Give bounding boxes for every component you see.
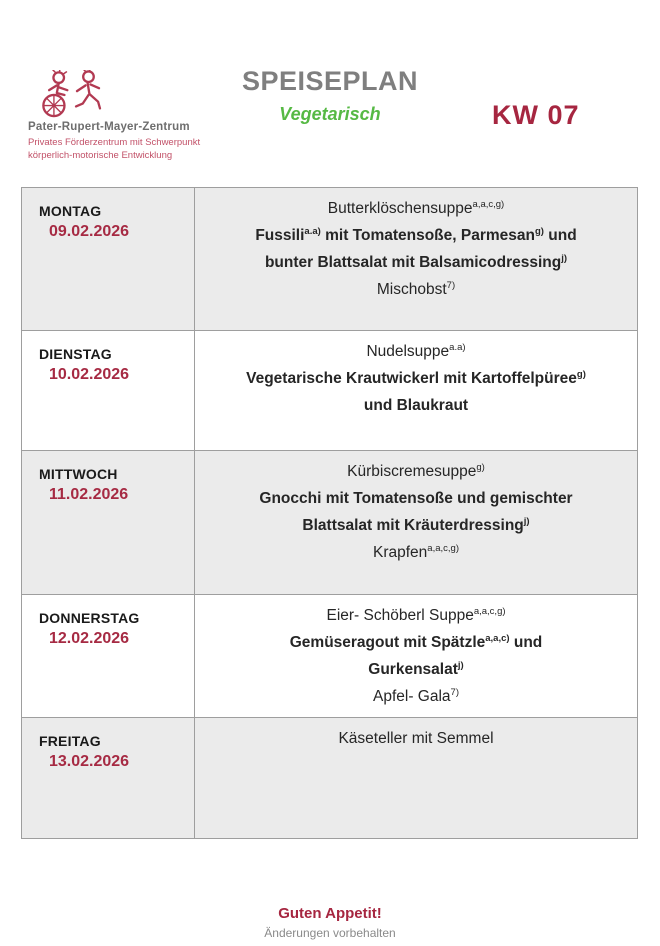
dishes-cell: Butterklöschensuppea,a,c,g) Fussilia.a) m… — [194, 187, 638, 331]
dish-line: Kürbiscremesuppeg) — [347, 461, 485, 480]
dish-line: Käseteller mit Semmel — [338, 730, 494, 747]
day-date: 13.02.2026 — [49, 753, 130, 770]
dish-line: Gnocchi mit Tomatensoße und gemischter — [259, 490, 573, 507]
dish-line: und Blaukraut — [363, 397, 469, 414]
allergen-superscript: a,a,c,g) — [473, 605, 506, 617]
allergen-superscript: a.a) — [449, 341, 466, 353]
day-date: 12.02.2026 — [49, 630, 130, 647]
allergen-superscript: a,a,c,g) — [472, 198, 505, 210]
day-cell: MITTWOCH 11.02.2026 — [21, 450, 195, 595]
dish-line: Eier- Schöberl Suppea,a,c,g) — [326, 605, 506, 624]
day-date: 09.02.2026 — [49, 223, 130, 240]
day-date: 11.02.2026 — [49, 486, 129, 503]
org-name: Pater-Rupert-Mayer-Zentrum — [28, 121, 190, 133]
children-logo-icon — [42, 70, 102, 118]
allergen-superscript: j) — [561, 252, 568, 264]
day-name: DIENSTAG — [39, 346, 112, 362]
dish-line: Nudelsuppea.a) — [366, 341, 466, 360]
dish-line: Butterklöschensuppea,a,c,g) — [327, 198, 505, 217]
menu-row: MITTWOCH 11.02.2026 Kürbiscremesuppeg) Gnoc… — [21, 450, 638, 595]
allergen-superscript: a.a) — [304, 225, 321, 237]
dish-line: Gurkensalatj) — [368, 659, 464, 678]
footer-message: Guten Appetit! — [278, 905, 382, 922]
org-tagline-line2: körperlich-motorische Entwicklung — [28, 149, 173, 161]
dish-line: bunter Blattsalat mit Balsamicodressingj… — [264, 252, 568, 271]
org-tagline-line1: Privates Förderzentrum mit Schwerpunkt — [28, 137, 201, 148]
allergen-superscript: g) — [535, 225, 544, 237]
dish-line: Krapfena,a,c,g) — [373, 542, 459, 561]
day-name: FREITAG — [39, 733, 101, 749]
menu-table-body: MONTAG 09.02.2026 Butterklöschensuppea,a,c… — [21, 187, 638, 839]
menu-row: FREITAG 13.02.2026 Käseteller mit Semmel — [21, 717, 638, 839]
allergen-superscript: 7) — [446, 279, 456, 291]
dishes-cell: Käseteller mit Semmel — [194, 717, 638, 839]
day-cell: DONNERSTAG 12.02.2026 — [21, 594, 195, 718]
allergen-superscript: a,a,c,g) — [427, 542, 459, 554]
dish-line: Gemüseragout mit Spätzlea,a,c) und — [289, 632, 543, 651]
day-date: 10.02.2026 — [49, 366, 130, 383]
footer: Guten Appetit! Änderungen vorbehalten — [0, 905, 660, 940]
title-block: SPEISEPLAN Vegetarisch — [0, 66, 660, 125]
allergen-superscript: g) — [476, 461, 485, 473]
menu-row: DIENSTAG 10.02.2026 Nudelsuppea.a) Vegetari… — [21, 330, 638, 451]
dishes-cell: Eier- Schöberl Suppea,a,c,g) Gemüseragout… — [194, 594, 638, 718]
dish-line: Vegetarische Krautwickerl mit Kartoffelp… — [246, 368, 586, 387]
menu-row: MONTAG 09.02.2026 Butterklöschensuppea,a,c… — [21, 187, 638, 331]
dish-line: Fussilia.a) mit Tomatensoße, Parmesang) … — [255, 225, 577, 244]
day-cell: MONTAG 09.02.2026 — [21, 187, 195, 331]
menu-table: MONTAG 09.02.2026 Butterklöschensuppea,a,c… — [21, 187, 638, 839]
org-logo-block: Pater-Rupert-Mayer-Zentrum Privates Förd… — [28, 70, 238, 162]
dishes-cell: Kürbiscremesuppeg) Gnocchi mit Tomatensoß… — [194, 450, 638, 595]
dish-line: Blattsalat mit Kräuterdressingj) — [302, 515, 530, 534]
dish-line: Mischobst7) — [376, 279, 456, 298]
allergen-superscript: g) — [576, 368, 586, 380]
allergen-superscript: j) — [457, 659, 464, 671]
allergen-superscript: a,a,c) — [485, 632, 510, 644]
menu-row: DONNERSTAG 12.02.2026 Eier- Schöberl Suppe… — [21, 594, 638, 718]
day-name: MONTAG — [39, 203, 102, 219]
allergen-superscript: j) — [523, 515, 530, 527]
day-name: DONNERSTAG — [39, 610, 140, 626]
dish-line: Apfel- Gala7) — [373, 686, 459, 705]
header: Pater-Rupert-Mayer-Zentrum Privates Förd… — [0, 0, 660, 187]
allergen-superscript: 7) — [450, 686, 459, 698]
page-title: SPEISEPLAN — [241, 66, 419, 96]
dishes-cell: Nudelsuppea.a) Vegetarische Krautwickerl … — [194, 330, 638, 451]
day-cell: DIENSTAG 10.02.2026 — [21, 330, 195, 451]
day-cell: FREITAG 13.02.2026 — [21, 717, 195, 839]
footer-note: Änderungen vorbehalten — [264, 926, 396, 940]
day-name: MITTWOCH — [39, 466, 118, 482]
menu-type-label: Vegetarisch — [279, 104, 381, 124]
week-label: KW 07 — [492, 100, 580, 130]
